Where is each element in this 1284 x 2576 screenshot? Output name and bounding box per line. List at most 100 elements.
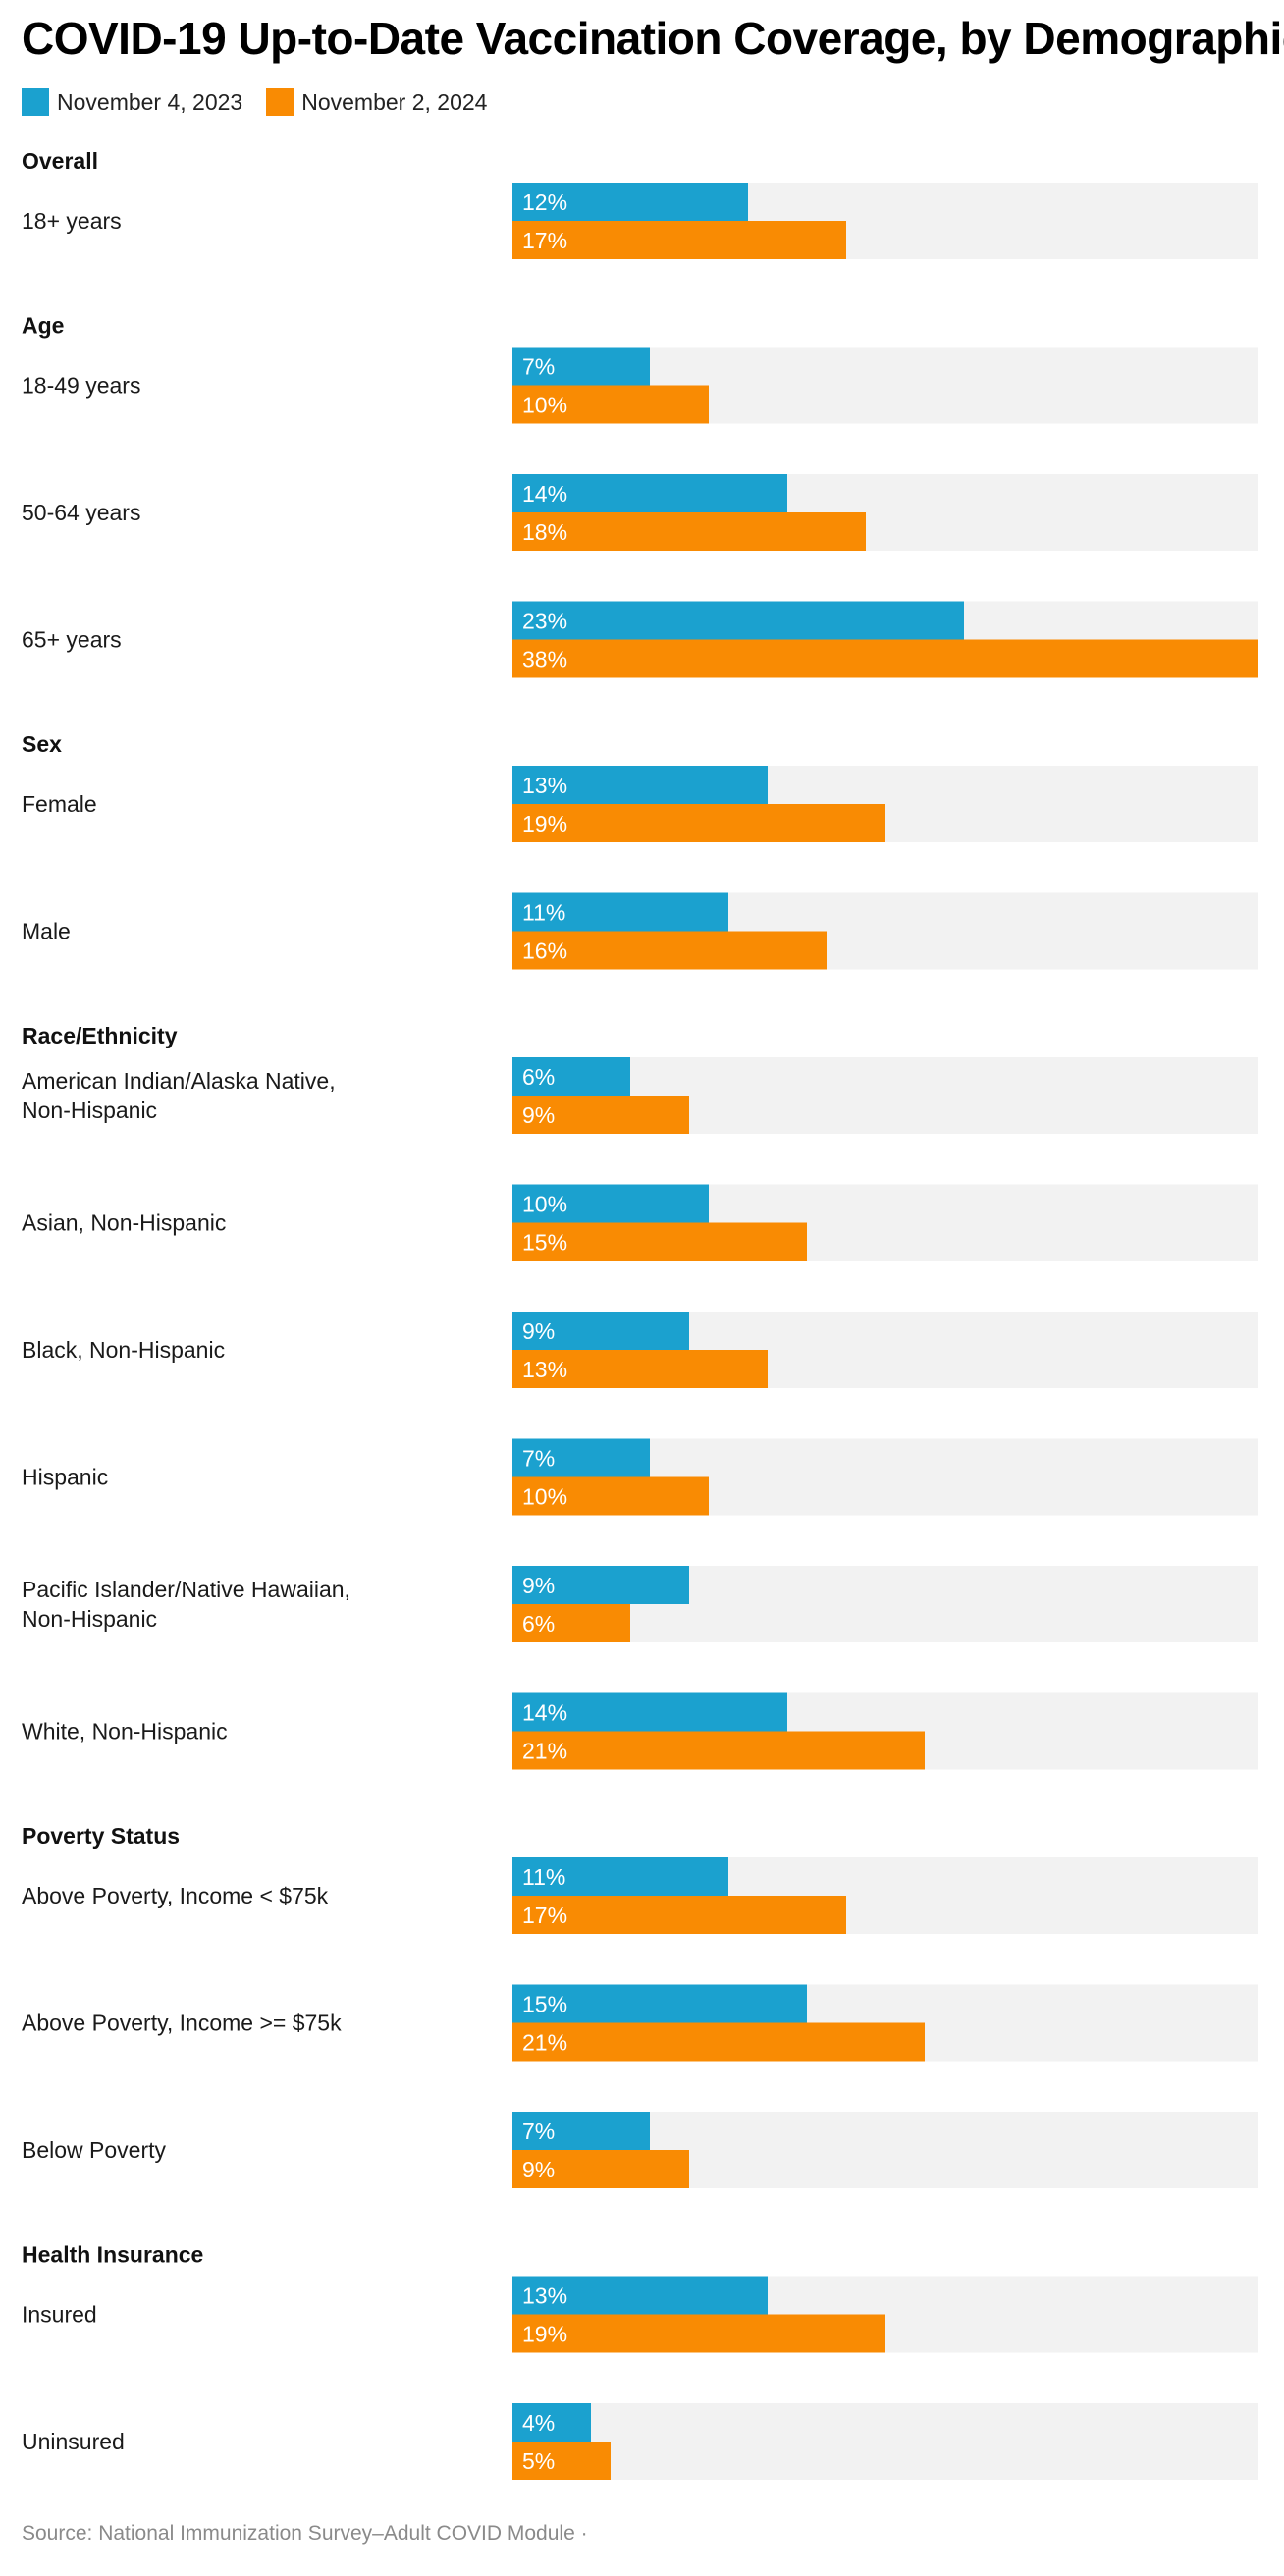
bar-2023 bbox=[512, 2112, 650, 2150]
bar-2024 bbox=[512, 512, 866, 551]
bar-2024 bbox=[512, 1222, 807, 1261]
group-header: Race/Ethnicity bbox=[22, 1023, 178, 1048]
category-label: Hispanic bbox=[22, 1465, 108, 1490]
data-label-2023: 23% bbox=[522, 609, 567, 634]
data-label-2024: 13% bbox=[522, 1357, 567, 1382]
data-label-2024: 21% bbox=[522, 1739, 567, 1764]
category-label: 65+ years bbox=[22, 627, 122, 653]
bar-2024 bbox=[512, 1896, 846, 1934]
data-label-2023: 4% bbox=[522, 2410, 555, 2436]
data-label-2024: 6% bbox=[522, 1611, 555, 1637]
data-label-2023: 11% bbox=[522, 1864, 565, 1890]
bar-2024 bbox=[512, 221, 846, 259]
category-label: Female bbox=[22, 791, 97, 817]
category-label: Asian, Non-Hispanic bbox=[22, 1210, 226, 1236]
category-label: Male bbox=[22, 919, 71, 944]
bar-2023 bbox=[512, 766, 768, 804]
data-label-2024: 17% bbox=[522, 1903, 567, 1928]
group-header: Age bbox=[22, 313, 64, 339]
category-label: Insured bbox=[22, 2302, 97, 2328]
bar-2023 bbox=[512, 1057, 630, 1096]
bar-2023 bbox=[512, 1692, 787, 1732]
bar-2024 bbox=[512, 2442, 611, 2480]
category-label: 18-49 years bbox=[22, 373, 140, 399]
legend-label-2024: November 2, 2024 bbox=[301, 88, 488, 115]
data-label-2024: 19% bbox=[522, 811, 567, 836]
bar-2023 bbox=[512, 2276, 768, 2315]
data-label-2023: 7% bbox=[522, 1446, 555, 1472]
bar-2024 bbox=[512, 1476, 709, 1516]
data-label-2023: 6% bbox=[522, 1064, 555, 1090]
group-header: Overall bbox=[22, 148, 98, 174]
data-label-2024: 9% bbox=[522, 2157, 555, 2182]
data-label-2024: 18% bbox=[522, 519, 567, 545]
legend-swatch-2023 bbox=[22, 88, 49, 116]
legend-item-2024[interactable]: November 2, 2024 bbox=[266, 88, 487, 116]
data-label-2023: 13% bbox=[522, 2283, 567, 2309]
group-header: Poverty Status bbox=[22, 1823, 180, 1849]
bar-2023 bbox=[512, 601, 964, 640]
category-label: Above Poverty, Income >= $75k bbox=[22, 2011, 342, 2036]
group-header: Sex bbox=[22, 731, 62, 757]
bar-2023 bbox=[512, 1312, 689, 1350]
bar-2023 bbox=[512, 474, 787, 512]
bar-2023 bbox=[512, 2403, 591, 2442]
data-label-2023: 14% bbox=[522, 1700, 567, 1726]
data-label-2024: 5% bbox=[522, 2448, 555, 2474]
data-label-2023: 13% bbox=[522, 773, 567, 798]
bar-2023 bbox=[512, 1857, 728, 1896]
group-header: Health Insurance bbox=[22, 2242, 203, 2268]
data-label-2024: 10% bbox=[522, 1484, 567, 1510]
legend-swatch-2024 bbox=[266, 88, 294, 116]
category-label: Black, Non-Hispanic bbox=[22, 1337, 225, 1363]
bar-track bbox=[512, 2403, 1258, 2480]
data-label-2023: 7% bbox=[522, 354, 555, 380]
bar-2024 bbox=[512, 1604, 630, 1642]
category-label: Uninsured bbox=[22, 2429, 125, 2454]
bar-chart: Overall 18+ years 12% 17% Age 18-49 years 7% 10… bbox=[22, 148, 1258, 2480]
data-label-2024: 21% bbox=[522, 2030, 567, 2056]
data-label-2023: 9% bbox=[522, 1318, 555, 1344]
bar-2024 bbox=[512, 1350, 768, 1388]
bar-2023 bbox=[512, 1984, 807, 2023]
bar-2024 bbox=[512, 385, 709, 424]
category-label: 50-64 years bbox=[22, 500, 140, 525]
data-label-2023: 14% bbox=[522, 481, 567, 507]
data-label-2023: 7% bbox=[522, 2119, 555, 2144]
data-label-2023: 12% bbox=[522, 189, 567, 215]
legend-label-2023: November 4, 2023 bbox=[57, 88, 243, 115]
bar-2023 bbox=[512, 183, 748, 221]
data-label-2024: 17% bbox=[522, 228, 567, 253]
category-label: American Indian/Alaska Native, Non-Hispan… bbox=[22, 1068, 336, 1123]
category-label: 18+ years bbox=[22, 208, 122, 234]
category-label: Pacific Islander/Native Hawaiian, Non-His… bbox=[22, 1577, 350, 1632]
category-label: Below Poverty bbox=[22, 2137, 167, 2163]
source-note: Source: National Immunization Survey–Adu… bbox=[22, 2522, 588, 2545]
bar-2024 bbox=[512, 1731, 925, 1770]
bar-2024 bbox=[512, 2150, 689, 2188]
bar-2023 bbox=[512, 347, 650, 386]
bar-2023 bbox=[512, 892, 728, 932]
bar-2024 bbox=[512, 1096, 689, 1134]
legend-item-2023[interactable]: November 4, 2023 bbox=[22, 88, 242, 116]
bar-2024 bbox=[512, 2022, 925, 2062]
data-label-2024: 15% bbox=[522, 1230, 567, 1256]
bar-2023 bbox=[512, 1566, 689, 1604]
data-label-2023: 10% bbox=[522, 1192, 567, 1217]
bar-2024 bbox=[512, 931, 827, 970]
data-label-2024: 16% bbox=[522, 939, 567, 964]
bar-2023 bbox=[512, 1184, 709, 1223]
category-label: White, Non-Hispanic bbox=[22, 1719, 228, 1744]
data-label-2024: 38% bbox=[522, 647, 567, 672]
bar-2024 bbox=[512, 639, 1258, 678]
data-label-2024: 9% bbox=[522, 1102, 555, 1128]
bar-2023 bbox=[512, 1438, 650, 1477]
bar-2024 bbox=[512, 2314, 885, 2353]
data-label-2023: 15% bbox=[522, 1992, 567, 2017]
bar-2024 bbox=[512, 804, 885, 842]
data-label-2024: 10% bbox=[522, 393, 567, 418]
category-label: Above Poverty, Income < $75k bbox=[22, 1883, 329, 1908]
data-label-2023: 11% bbox=[522, 900, 565, 926]
data-label-2024: 19% bbox=[522, 2322, 567, 2347]
chart-title: COVID-19 Up-to-Date Vaccination Coverage… bbox=[22, 13, 1284, 64]
